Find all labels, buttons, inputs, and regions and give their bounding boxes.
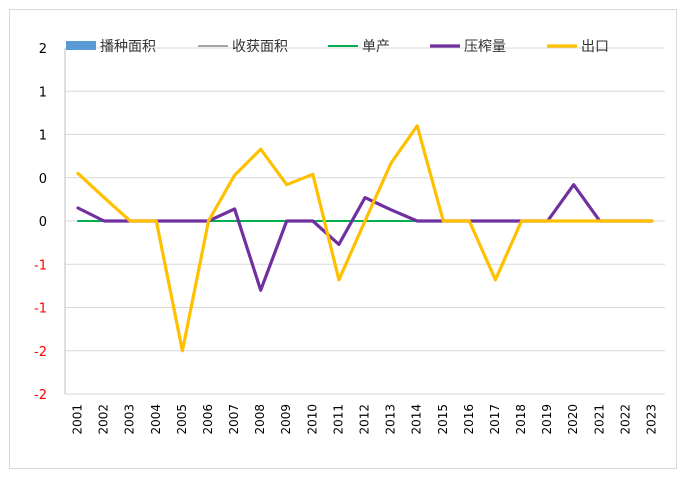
x-tick-label: 2011 (331, 404, 345, 435)
legend-label: 出口 (581, 39, 609, 55)
y-tick-label: 1 (39, 129, 47, 144)
y-tick-label: -1 (34, 302, 47, 317)
series-layer (76, 124, 654, 353)
y-tick-label: 0 (39, 215, 47, 230)
x-tick-label: 2006 (201, 404, 215, 435)
x-tick-label: 2014 (410, 404, 424, 435)
x-tick-label: 2007 (227, 404, 241, 435)
y-tick-label: -1 (34, 258, 47, 273)
legend-swatch (66, 41, 96, 50)
legend-label: 压榨量 (464, 38, 506, 55)
legend-label: 播种面积 (100, 39, 156, 55)
x-tick-label: 2019 (540, 404, 554, 435)
x-tick-label: 2010 (305, 404, 319, 435)
legend: 播种面积 收获面积 单产 压榨量 出口 (66, 38, 609, 55)
x-tick-label: 2008 (253, 404, 267, 435)
x-tick-label: 2009 (279, 404, 293, 435)
y-tick-label: -2 (34, 345, 47, 360)
chart-frame: 2 1 1 0 0 -1 -1 -2 -2 2001 2002 2003 2004 2005 2006 20… (9, 9, 677, 469)
x-axis-ticks: 2001 2002 2003 2004 2005 2006 2007 2008 2009 2010… (71, 404, 659, 435)
x-tick-label: 2020 (566, 404, 580, 435)
x-tick-label: 2021 (592, 404, 606, 435)
x-tick-label: 2018 (514, 404, 528, 435)
x-tick-label: 2016 (462, 404, 476, 435)
x-tick-label: 2023 (644, 404, 658, 435)
x-tick-label: 2022 (618, 404, 632, 435)
x-tick-label: 2013 (384, 404, 398, 435)
series-line-出口 (76, 124, 654, 353)
series-line-压榨量 (76, 183, 654, 292)
y-tick-label: -2 (34, 388, 47, 403)
x-tick-label: 2005 (175, 404, 189, 435)
x-tick-label: 2001 (71, 404, 85, 435)
x-tick-label: 2017 (488, 404, 502, 435)
x-tick-label: 2002 (97, 404, 111, 435)
legend-label: 单产 (362, 39, 390, 55)
y-tick-label: 1 (39, 85, 47, 100)
y-tick-label: 0 (39, 172, 47, 187)
legend-label: 收获面积 (232, 39, 288, 55)
y-tick-label: 2 (39, 42, 47, 57)
x-tick-label: 2012 (358, 404, 372, 435)
y-axis-ticks: 2 1 1 0 0 -1 -1 -2 -2 (34, 42, 47, 403)
x-tick-label: 2015 (436, 404, 450, 435)
x-tick-label: 2004 (149, 404, 163, 435)
x-tick-label: 2003 (123, 404, 137, 435)
